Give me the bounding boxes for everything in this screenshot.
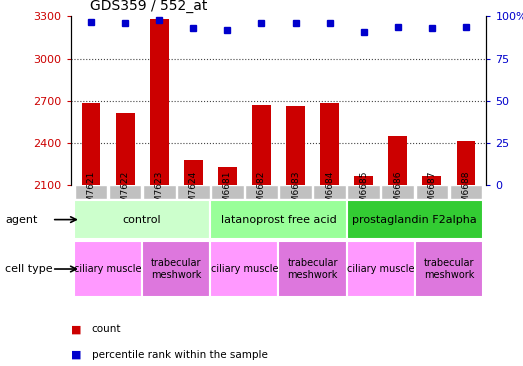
Bar (252, 105, 271, 185)
Text: control: control (123, 214, 162, 225)
Bar (320, 104, 339, 185)
Text: GSM6681: GSM6681 (223, 171, 232, 214)
FancyBboxPatch shape (245, 185, 278, 199)
Bar (389, 136, 407, 185)
FancyBboxPatch shape (313, 185, 346, 199)
Text: trabecular
meshwork: trabecular meshwork (424, 258, 474, 280)
Text: GSM6688: GSM6688 (461, 171, 471, 214)
Text: ciliary muscle: ciliary muscle (211, 264, 278, 274)
FancyBboxPatch shape (415, 241, 483, 297)
FancyBboxPatch shape (142, 241, 210, 297)
Text: GSM6685: GSM6685 (359, 171, 368, 214)
FancyBboxPatch shape (450, 185, 482, 199)
Text: GSM6686: GSM6686 (393, 171, 402, 214)
FancyBboxPatch shape (74, 241, 142, 297)
Text: GSM7621: GSM7621 (86, 171, 96, 214)
FancyBboxPatch shape (415, 185, 448, 199)
Text: GSM6687: GSM6687 (427, 171, 436, 214)
Text: trabecular
meshwork: trabecular meshwork (151, 258, 201, 280)
Bar (218, 167, 237, 185)
Bar (354, 176, 373, 185)
Text: GSM7624: GSM7624 (189, 171, 198, 214)
FancyBboxPatch shape (347, 200, 483, 239)
Text: prostaglandin F2alpha: prostaglandin F2alpha (353, 214, 477, 225)
FancyBboxPatch shape (210, 241, 279, 297)
Text: GSM6684: GSM6684 (325, 171, 334, 214)
FancyBboxPatch shape (347, 241, 415, 297)
Text: cell type: cell type (5, 264, 53, 274)
Text: GSM7622: GSM7622 (121, 171, 130, 214)
Text: agent: agent (5, 214, 38, 225)
Text: ■: ■ (71, 350, 81, 360)
FancyBboxPatch shape (109, 185, 142, 199)
Text: count: count (92, 324, 121, 335)
Bar (116, 113, 134, 185)
Text: GSM6682: GSM6682 (257, 171, 266, 214)
FancyBboxPatch shape (74, 200, 210, 239)
FancyBboxPatch shape (381, 185, 414, 199)
Bar (423, 176, 441, 185)
Text: trabecular
meshwork: trabecular meshwork (287, 258, 338, 280)
Text: latanoprost free acid: latanoprost free acid (221, 214, 336, 225)
Text: GDS359 / 552_at: GDS359 / 552_at (90, 0, 208, 13)
Bar (150, 19, 168, 185)
Bar (184, 160, 203, 185)
Text: GSM6683: GSM6683 (291, 171, 300, 214)
FancyBboxPatch shape (143, 185, 176, 199)
FancyBboxPatch shape (279, 185, 312, 199)
Text: ciliary muscle: ciliary muscle (347, 264, 415, 274)
FancyBboxPatch shape (75, 185, 107, 199)
Bar (82, 104, 100, 185)
Text: ciliary muscle: ciliary muscle (74, 264, 142, 274)
FancyBboxPatch shape (279, 241, 347, 297)
FancyBboxPatch shape (177, 185, 210, 199)
Bar (457, 141, 475, 185)
FancyBboxPatch shape (210, 200, 347, 239)
Text: percentile rank within the sample: percentile rank within the sample (92, 350, 267, 360)
FancyBboxPatch shape (347, 185, 380, 199)
Bar (286, 106, 305, 185)
FancyBboxPatch shape (211, 185, 244, 199)
Text: GSM7623: GSM7623 (155, 171, 164, 214)
Text: ■: ■ (71, 324, 81, 335)
